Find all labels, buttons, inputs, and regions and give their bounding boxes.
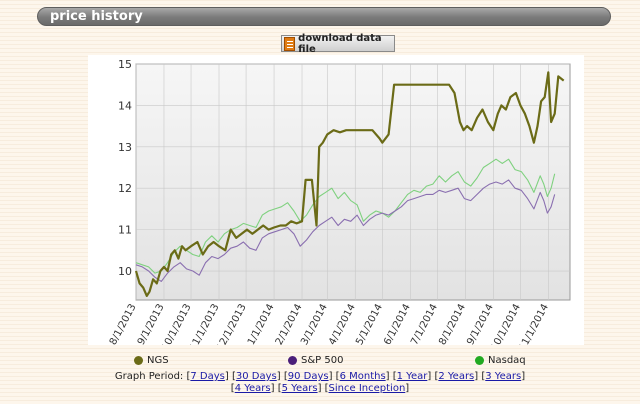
period-link-5-years[interactable]: 5 Years (281, 383, 318, 394)
period-link-7-days[interactable]: 7 Days (190, 371, 225, 382)
period-link-2-years[interactable]: 2 Years (438, 371, 475, 382)
legend-dot-nasdaq (475, 356, 484, 365)
series-line-ngs (134, 71, 565, 297)
x-tick-label-5: 1/1/2014 (246, 302, 277, 345)
period-link-since-inception[interactable]: Since Inception (328, 383, 406, 394)
y-tick-label-12: 12 (118, 182, 132, 195)
x-tick-label-9: 5/1/2014 (354, 302, 385, 345)
legend-item-ngs: NGS (134, 355, 169, 366)
x-tick-label-1: 9/1/2013 (136, 302, 167, 345)
period-link-30-days[interactable]: 30 Days (235, 371, 277, 382)
y-tick-label-10: 10 (118, 265, 132, 278)
chart-legend: NGS S&P 500 Nasdaq (0, 355, 640, 369)
x-tick-label-8: 4/1/2014 (327, 302, 358, 345)
legend-label-nasdaq: Nasdaq (488, 355, 526, 366)
y-tick-label-15: 15 (118, 58, 132, 71)
graph-period-label: Graph Period: (114, 371, 184, 382)
period-link-1-year[interactable]: 1 Year (396, 371, 428, 382)
y-tick-label-13: 13 (118, 141, 132, 154)
x-tick-label-0: 8/1/2013 (108, 302, 139, 345)
period-link-6-months[interactable]: 6 Months (339, 371, 386, 382)
y-tick-label-14: 14 (118, 99, 132, 112)
download-data-button[interactable]: download data file (281, 32, 395, 55)
period-link-3-years[interactable]: 3 Years (485, 371, 522, 382)
x-tick-label-10: 6/1/2014 (382, 302, 413, 345)
legend-label-sp500: S&P 500 (301, 355, 344, 366)
x-tick-label-12: 8/1/2014 (437, 302, 468, 345)
legend-label-ngs: NGS (147, 355, 169, 366)
legend-dot-sp500 (288, 356, 297, 365)
graph-period-row-2: [4 Years] [5 Years] [Since Inception] (230, 383, 410, 394)
legend-item-nasdaq: Nasdaq (475, 355, 526, 366)
legend-dot-ngs (134, 356, 143, 365)
spreadsheet-icon (284, 36, 296, 51)
series-line-sp500 (135, 179, 556, 282)
series-line-nasdaq (135, 158, 556, 274)
section-header: price history (37, 7, 611, 26)
y-tick-label-11: 11 (118, 224, 132, 237)
period-link-4-years[interactable]: 4 Years (234, 383, 271, 394)
section-title: price history (50, 9, 143, 24)
x-tick-label-11: 7/1/2014 (409, 302, 440, 345)
download-data-label: download data file (298, 32, 382, 55)
x-tick-label-13: 9/1/2014 (465, 302, 496, 345)
graph-period-row-1: Graph Period: [7 Days] [30 Days] [90 Day… (114, 371, 526, 382)
price-history-chart: 10 11 12 13 14 15 8/1/2013 9/1/2013 10/1/2013 11/… (88, 55, 584, 345)
legend-item-sp500: S&P 500 (288, 355, 343, 366)
period-link-90-days[interactable]: 90 Days (287, 371, 329, 382)
chart-svg: 1011121314158/1/20139/1/201310/1/201311/… (108, 58, 571, 345)
